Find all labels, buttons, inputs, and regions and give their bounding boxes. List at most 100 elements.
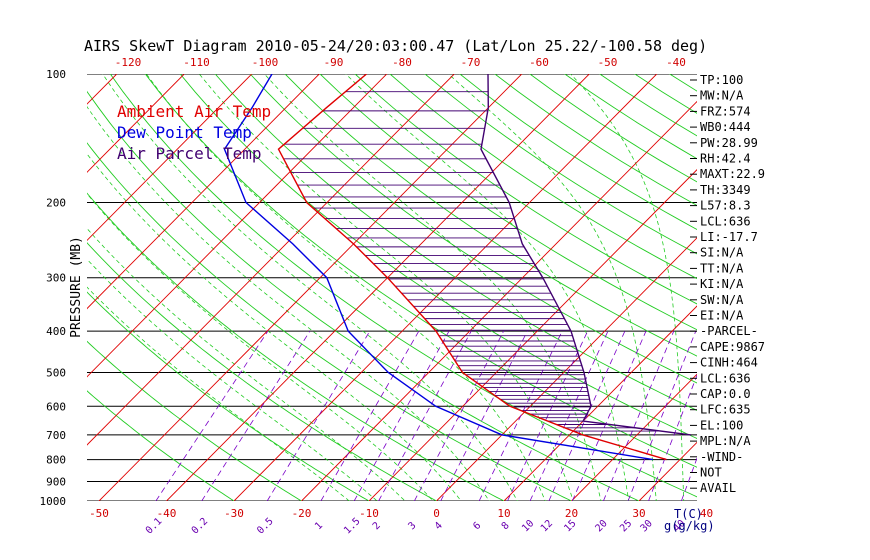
mixing-ratio-line bbox=[627, 330, 697, 501]
isotherm-line bbox=[87, 74, 455, 446]
mixing-ratio-line bbox=[478, 330, 563, 501]
pressure-tick-label: 700 bbox=[46, 429, 66, 442]
mixing-ratio-tick-label: 15 bbox=[562, 518, 578, 534]
mixing-ratio-line bbox=[603, 330, 675, 501]
stats-entry: EI:N/A bbox=[700, 309, 744, 323]
moist-adiabat-line bbox=[87, 193, 434, 501]
pressure-tick-label: 500 bbox=[46, 366, 66, 379]
bottom-temp-tick-label: 30 bbox=[632, 507, 645, 520]
stats-entry: MAXT:22.9 bbox=[700, 167, 765, 181]
bottom-temp-tick-label: -40 bbox=[157, 507, 177, 520]
stats-entry: LI:-17.7 bbox=[700, 230, 758, 244]
legend-dew-point-temp: Dew Point Temp bbox=[117, 123, 252, 142]
chart-legend: Ambient Air Temp Dew Point Temp Air Parc… bbox=[117, 102, 271, 163]
stats-entry: RH:42.4 bbox=[700, 152, 751, 166]
mixing-ratio-tick-label: 20 bbox=[593, 518, 609, 534]
moist-adiabat-line bbox=[87, 286, 350, 501]
pressure-tick-label: 100 bbox=[46, 68, 66, 81]
mixing-ratio-tick-label: 30 bbox=[639, 518, 655, 534]
pressure-tick-label: 600 bbox=[46, 400, 66, 413]
isotherm-line bbox=[87, 74, 388, 378]
chart-title: AIRS SkewT Diagram 2010-05-24/20:03:00.4… bbox=[84, 37, 707, 55]
stats-entry: CAP:0.0 bbox=[700, 387, 751, 401]
stats-entry: AVAIL bbox=[700, 481, 736, 495]
ambient-air-temp-line bbox=[277, 74, 667, 461]
mixing-ratio-tick-label: 0.2 bbox=[190, 516, 211, 537]
stats-entry: TP:100 bbox=[700, 73, 743, 87]
dry-adiabat-line bbox=[87, 390, 235, 501]
pressure-tick-label: 800 bbox=[46, 454, 66, 467]
moist-adiabat-line bbox=[87, 227, 406, 501]
mixing-ratio-line bbox=[440, 330, 528, 501]
moist-adiabat-line bbox=[87, 106, 490, 501]
dry-adiabat-line bbox=[87, 192, 506, 501]
isotherm-line bbox=[0, 74, 49, 501]
dry-adiabat-line bbox=[354, 74, 697, 305]
isobar-grid bbox=[87, 74, 697, 501]
moist-adiabat-line bbox=[87, 153, 462, 501]
dry-adiabat-line bbox=[775, 74, 870, 510]
stats-entry: FRZ:574 bbox=[700, 104, 751, 118]
isotherm-line bbox=[774, 74, 870, 501]
mixing-ratio-tick-label: 2 bbox=[371, 520, 383, 532]
moist-adiabat-line bbox=[198, 74, 574, 501]
stats-entry: PW:28.99 bbox=[700, 136, 758, 150]
isotherm-line bbox=[87, 74, 320, 310]
dry-adiabat-line bbox=[87, 90, 641, 501]
y-axis-label: PRESSURE (MB) bbox=[69, 236, 84, 338]
mixing-ratio-line bbox=[378, 330, 472, 501]
pressure-tick-label: 400 bbox=[46, 325, 66, 338]
top-temperature-ticks: -120 -110 -100 -90 -80 -70 -60 -50 -40 bbox=[115, 56, 686, 69]
mixing-ratio-line bbox=[507, 330, 589, 501]
pressure-tick-label: 1000 bbox=[40, 495, 67, 508]
dry-adiabat-line bbox=[87, 340, 303, 501]
dry-adiabat-line bbox=[144, 74, 697, 468]
isotherm-line bbox=[368, 169, 697, 501]
bottom-temp-tick-label: -10 bbox=[359, 507, 379, 520]
mixing-ratio-tick-label: 25 bbox=[618, 518, 634, 534]
stats-entry: LFC:635 bbox=[700, 403, 751, 417]
top-temp-tick-label: -80 bbox=[392, 56, 412, 69]
mixing-ratio-tick-label: 1 bbox=[313, 520, 325, 532]
air-parcel-temp-line bbox=[480, 74, 692, 436]
isotherm-grid bbox=[0, 74, 870, 501]
bottom-temp-tick-label: -20 bbox=[292, 507, 312, 520]
mixing-ratio-unit: g(g/kg) bbox=[664, 519, 715, 533]
bottom-temp-tick-label: 20 bbox=[565, 507, 578, 520]
dew-point-temp-line bbox=[223, 74, 654, 461]
stats-entry: LCL:636 bbox=[700, 371, 751, 385]
legend-air-parcel-temp: Air Parcel Temp bbox=[117, 144, 262, 163]
stats-entry: MPL:N/A bbox=[700, 434, 751, 448]
bottom-temp-tick-label: 10 bbox=[497, 507, 510, 520]
pressure-tick-label: 200 bbox=[46, 197, 66, 210]
bottom-temp-tick-label: 0 bbox=[433, 507, 440, 520]
stats-entry: CAPE:9867 bbox=[700, 340, 765, 354]
mixing-ratio-line bbox=[155, 330, 269, 501]
stats-entry: MW:N/A bbox=[700, 89, 744, 103]
stats-entry: WB0:444 bbox=[700, 120, 751, 134]
stats-entry: NOT bbox=[700, 466, 722, 480]
stats-entry: L57:8.3 bbox=[700, 199, 751, 213]
cape-hatch bbox=[283, 91, 662, 432]
isotherm-line bbox=[571, 373, 697, 501]
stats-entry: SW:N/A bbox=[700, 293, 744, 307]
bottom-temp-tick-label: -50 bbox=[89, 507, 109, 520]
top-temp-tick-label: -40 bbox=[666, 56, 686, 69]
x-axis-label: T(C) bbox=[674, 507, 703, 521]
dry-adiabat-line bbox=[87, 142, 573, 501]
stats-entry: -WIND- bbox=[700, 450, 743, 464]
top-temp-tick-label: -50 bbox=[598, 56, 618, 69]
dry-adiabat-line bbox=[494, 74, 697, 206]
stats-entry: LCL:636 bbox=[700, 214, 751, 228]
top-temp-tick-label: -100 bbox=[252, 56, 279, 69]
mixing-ratio-line bbox=[266, 330, 371, 501]
mixing-ratio-tick-label: 0.5 bbox=[255, 516, 276, 537]
stats-entry: TT:N/A bbox=[700, 261, 744, 275]
stats-entry: SI:N/A bbox=[700, 246, 744, 260]
isotherm-line bbox=[87, 74, 253, 242]
top-temp-tick-label: -90 bbox=[324, 56, 344, 69]
isotherm-line bbox=[87, 74, 185, 173]
mixing-ratio-tick-label: 10 bbox=[520, 518, 536, 534]
